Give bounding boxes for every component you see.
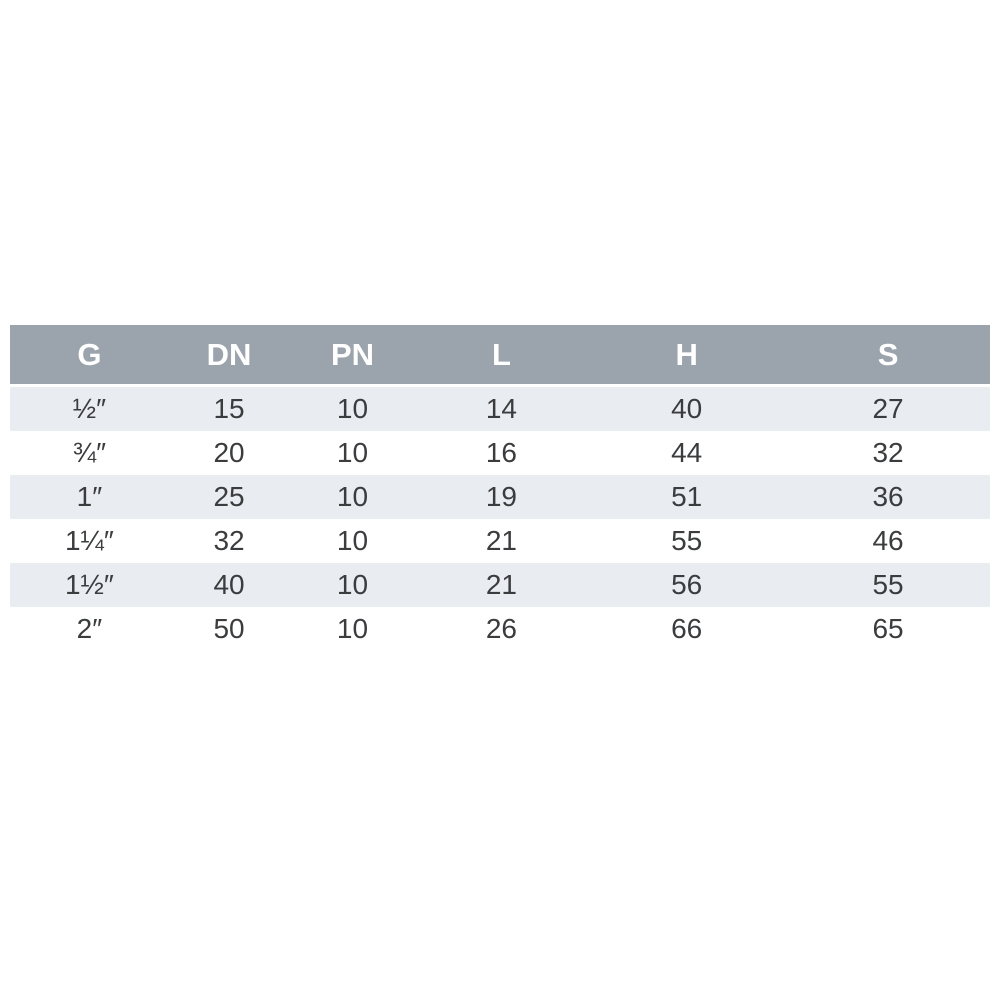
cell-s: 32: [786, 431, 990, 475]
cell-pn: 10: [289, 387, 416, 431]
table-row: 2″ 50 10 26 66 65: [10, 607, 990, 651]
cell-l: 14: [415, 387, 588, 431]
table-row: 1½″ 40 10 21 56 55: [10, 563, 990, 607]
cell-pn: 10: [289, 607, 416, 651]
column-header-l: L: [415, 325, 588, 387]
cell-dn: 32: [168, 519, 290, 563]
cell-g: 1″: [10, 475, 169, 519]
cell-s: 46: [786, 519, 990, 563]
column-header-h: H: [587, 325, 787, 387]
cell-g: 1¼″: [10, 519, 169, 563]
cell-l: 21: [415, 563, 588, 607]
spec-table-container: G DN PN L H S ½″ 15 10 14 40 27 ¾″ 20 10…: [10, 325, 990, 651]
cell-g: 2″: [10, 607, 169, 651]
table-row: ¾″ 20 10 16 44 32: [10, 431, 990, 475]
cell-dn: 20: [168, 431, 290, 475]
cell-s: 27: [786, 387, 990, 431]
cell-h: 44: [587, 431, 787, 475]
cell-g: 1½″: [10, 563, 169, 607]
cell-dn: 15: [168, 387, 290, 431]
cell-h: 40: [587, 387, 787, 431]
table-row: 1¼″ 32 10 21 55 46: [10, 519, 990, 563]
cell-dn: 25: [168, 475, 290, 519]
cell-l: 16: [415, 431, 588, 475]
cell-h: 56: [587, 563, 787, 607]
cell-s: 55: [786, 563, 990, 607]
cell-s: 65: [786, 607, 990, 651]
cell-h: 66: [587, 607, 787, 651]
table-row: ½″ 15 10 14 40 27: [10, 387, 990, 431]
cell-pn: 10: [289, 475, 416, 519]
table-row: 1″ 25 10 19 51 36: [10, 475, 990, 519]
column-header-dn: DN: [168, 325, 290, 387]
cell-pn: 10: [289, 431, 416, 475]
cell-s: 36: [786, 475, 990, 519]
spec-table-header: G DN PN L H S: [10, 325, 990, 387]
column-header-s: S: [786, 325, 990, 387]
cell-h: 55: [587, 519, 787, 563]
cell-dn: 50: [168, 607, 290, 651]
spec-table: G DN PN L H S ½″ 15 10 14 40 27 ¾″ 20 10…: [10, 325, 990, 651]
cell-pn: 10: [289, 519, 416, 563]
header-row: G DN PN L H S: [10, 325, 990, 387]
cell-l: 19: [415, 475, 588, 519]
cell-l: 26: [415, 607, 588, 651]
cell-dn: 40: [168, 563, 290, 607]
cell-h: 51: [587, 475, 787, 519]
spec-table-body: ½″ 15 10 14 40 27 ¾″ 20 10 16 44 32 1″ 2…: [10, 387, 990, 651]
column-header-pn: PN: [289, 325, 416, 387]
cell-l: 21: [415, 519, 588, 563]
column-header-g: G: [10, 325, 169, 387]
cell-g: ¾″: [10, 431, 169, 475]
cell-g: ½″: [10, 387, 169, 431]
cell-pn: 10: [289, 563, 416, 607]
